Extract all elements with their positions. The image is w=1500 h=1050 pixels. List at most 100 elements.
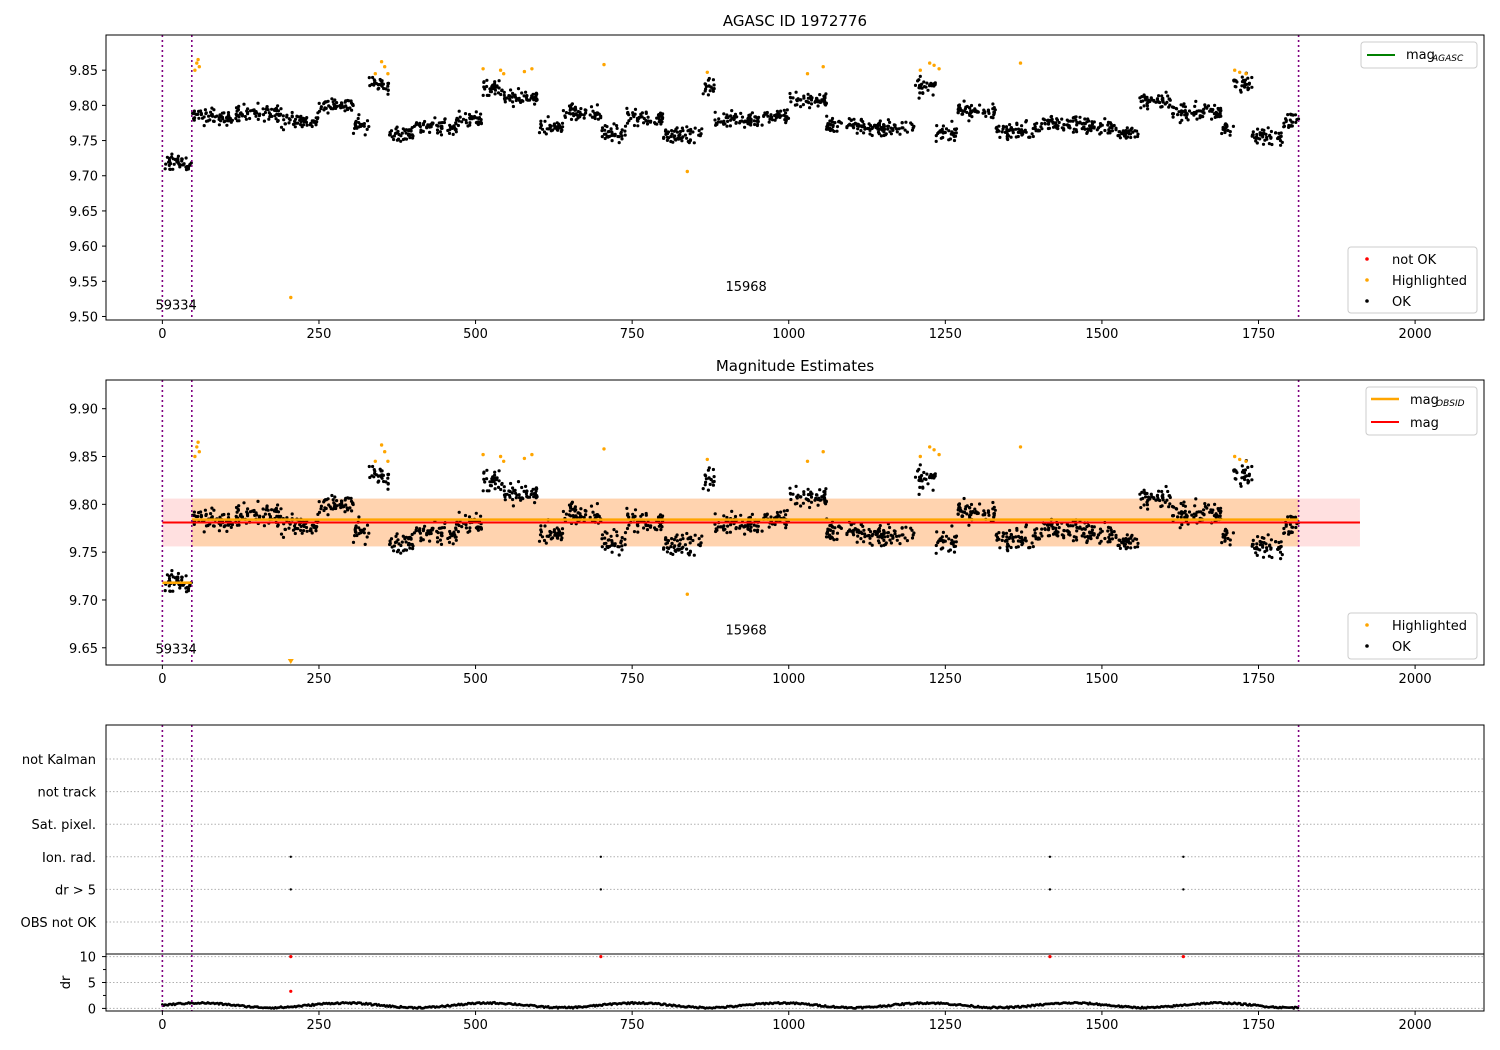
ok-point [600, 135, 604, 139]
ok-point [578, 110, 582, 114]
ok-point [453, 535, 457, 539]
ok-point [293, 117, 298, 121]
ok-point [226, 115, 230, 119]
ok-point [886, 534, 890, 539]
ok-point [1247, 81, 1251, 85]
ok-point [588, 515, 592, 520]
ok-point [1294, 525, 1298, 530]
ok-point [1221, 532, 1225, 537]
ok-point [457, 119, 461, 123]
ok-point [635, 523, 640, 527]
ok-point [921, 485, 925, 489]
ok-point [982, 108, 986, 112]
ok-point [934, 134, 938, 138]
ok-point [299, 528, 303, 533]
ok-point [1165, 100, 1169, 104]
ok-point [944, 127, 949, 131]
ok-point [1211, 508, 1215, 512]
ok-point [672, 129, 677, 133]
highlighted-point [932, 63, 936, 67]
ok-point [666, 136, 671, 140]
ok-point [367, 76, 371, 80]
ok-point [378, 467, 382, 471]
ok-point [824, 101, 828, 105]
highlighted-point [197, 65, 201, 69]
ok-point [455, 116, 459, 120]
ok-point [559, 126, 563, 130]
ok-point [992, 106, 996, 110]
ok-point [507, 97, 512, 101]
ok-point [435, 128, 440, 132]
ok-point [1051, 526, 1055, 530]
ok-point [279, 107, 283, 111]
ok-point [510, 91, 515, 95]
ok-point [472, 116, 476, 120]
ok-point [1146, 100, 1150, 104]
ok-point [1180, 118, 1184, 122]
ok-point [548, 529, 552, 534]
ok-point [1268, 543, 1272, 547]
ok-point [350, 509, 354, 513]
ok-point [689, 127, 693, 132]
ok-point [632, 123, 637, 128]
ok-point [389, 129, 394, 133]
ok-point [969, 502, 974, 507]
ok-point [1286, 515, 1290, 519]
ok-point [392, 137, 396, 142]
ok-point [1124, 129, 1128, 133]
flag-category-label: Sat. pixel. [32, 818, 96, 833]
ok-point [365, 119, 370, 123]
ok-point [302, 529, 306, 533]
ok-point [1036, 537, 1040, 541]
ok-point [524, 484, 528, 488]
ok-point [1131, 539, 1135, 543]
ok-point [456, 123, 460, 128]
ok-point [802, 94, 806, 98]
ok-point [704, 477, 709, 481]
ok-point [669, 545, 673, 549]
ok-point [410, 126, 414, 130]
ok-point [356, 116, 360, 121]
highlighted-point [1233, 454, 1237, 459]
ok-point [918, 475, 922, 480]
ok-point [683, 133, 688, 137]
ok-point [1269, 136, 1273, 140]
ok-point [831, 123, 835, 127]
legend-label: OK [1392, 295, 1411, 310]
ok-point [493, 88, 497, 92]
ok-point [743, 524, 747, 528]
ok-point [553, 533, 557, 537]
ok-point [878, 524, 882, 528]
legend-marker [1365, 257, 1369, 261]
highlighted-point [821, 65, 825, 69]
ok-point [1243, 477, 1247, 482]
ok-point [646, 524, 650, 528]
ok-point [564, 512, 569, 516]
ok-point [746, 119, 750, 124]
ok-point [1221, 535, 1225, 539]
ok-point [748, 113, 753, 117]
highlighted-point [195, 445, 199, 449]
ok-point [1126, 135, 1130, 139]
ok-point [411, 547, 415, 551]
highlighted-point [1238, 457, 1242, 462]
ok-point [279, 507, 283, 511]
ok-point [968, 111, 972, 115]
ok-point [950, 524, 954, 528]
ok-point [997, 531, 1001, 535]
ok-point [579, 507, 583, 511]
ok-point [779, 109, 783, 113]
highlighted-point [937, 67, 941, 71]
ok-point [1047, 121, 1051, 125]
ok-point [256, 117, 260, 121]
ok-point [326, 111, 330, 115]
ok-point [680, 550, 684, 554]
ok-point [1158, 498, 1162, 503]
ok-point [196, 514, 200, 519]
dr-axis-label: dr [59, 975, 74, 989]
ok-point [1031, 545, 1035, 549]
ok-point [1187, 510, 1192, 514]
ok-point [1015, 121, 1019, 125]
ok-point [785, 508, 789, 513]
ok-point [1136, 132, 1140, 136]
